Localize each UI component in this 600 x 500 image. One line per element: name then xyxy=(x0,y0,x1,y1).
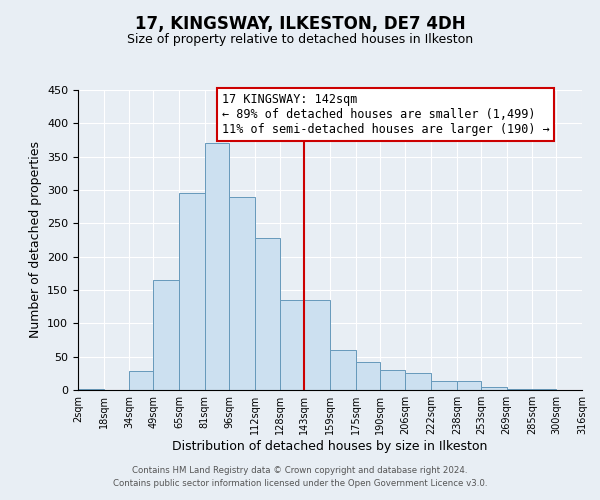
Bar xyxy=(304,300,330,390)
Bar xyxy=(229,198,254,390)
Bar xyxy=(330,350,356,390)
Bar xyxy=(280,300,304,390)
Text: Size of property relative to detached houses in Ilkeston: Size of property relative to detached ho… xyxy=(127,32,473,46)
Bar xyxy=(406,374,431,390)
Bar xyxy=(356,362,380,390)
Bar xyxy=(179,194,205,390)
Text: Contains HM Land Registry data © Crown copyright and database right 2024.
Contai: Contains HM Land Registry data © Crown c… xyxy=(113,466,487,487)
Bar xyxy=(481,386,506,390)
Bar xyxy=(506,388,532,390)
Bar xyxy=(254,238,280,390)
X-axis label: Distribution of detached houses by size in Ilkeston: Distribution of detached houses by size … xyxy=(172,440,488,453)
Bar xyxy=(205,144,229,390)
Bar xyxy=(457,380,481,390)
Bar xyxy=(154,280,179,390)
Bar xyxy=(130,370,154,390)
Text: 17, KINGSWAY, ILKESTON, DE7 4DH: 17, KINGSWAY, ILKESTON, DE7 4DH xyxy=(134,15,466,33)
Text: 17 KINGSWAY: 142sqm
← 89% of detached houses are smaller (1,499)
11% of semi-det: 17 KINGSWAY: 142sqm ← 89% of detached ho… xyxy=(221,93,550,136)
Bar xyxy=(532,388,556,390)
Bar xyxy=(431,382,457,390)
Bar xyxy=(78,388,104,390)
Bar xyxy=(380,370,406,390)
Y-axis label: Number of detached properties: Number of detached properties xyxy=(29,142,41,338)
